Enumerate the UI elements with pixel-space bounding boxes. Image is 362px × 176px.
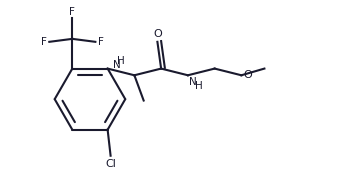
Text: O: O [153,29,162,39]
Text: N: N [189,77,197,87]
Text: H: H [117,56,125,66]
Text: F: F [70,7,75,17]
Text: H: H [194,81,202,91]
Text: Cl: Cl [105,159,116,169]
Text: N: N [113,60,121,70]
Text: F: F [98,37,104,47]
Text: O: O [244,70,252,80]
Text: F: F [41,37,47,47]
